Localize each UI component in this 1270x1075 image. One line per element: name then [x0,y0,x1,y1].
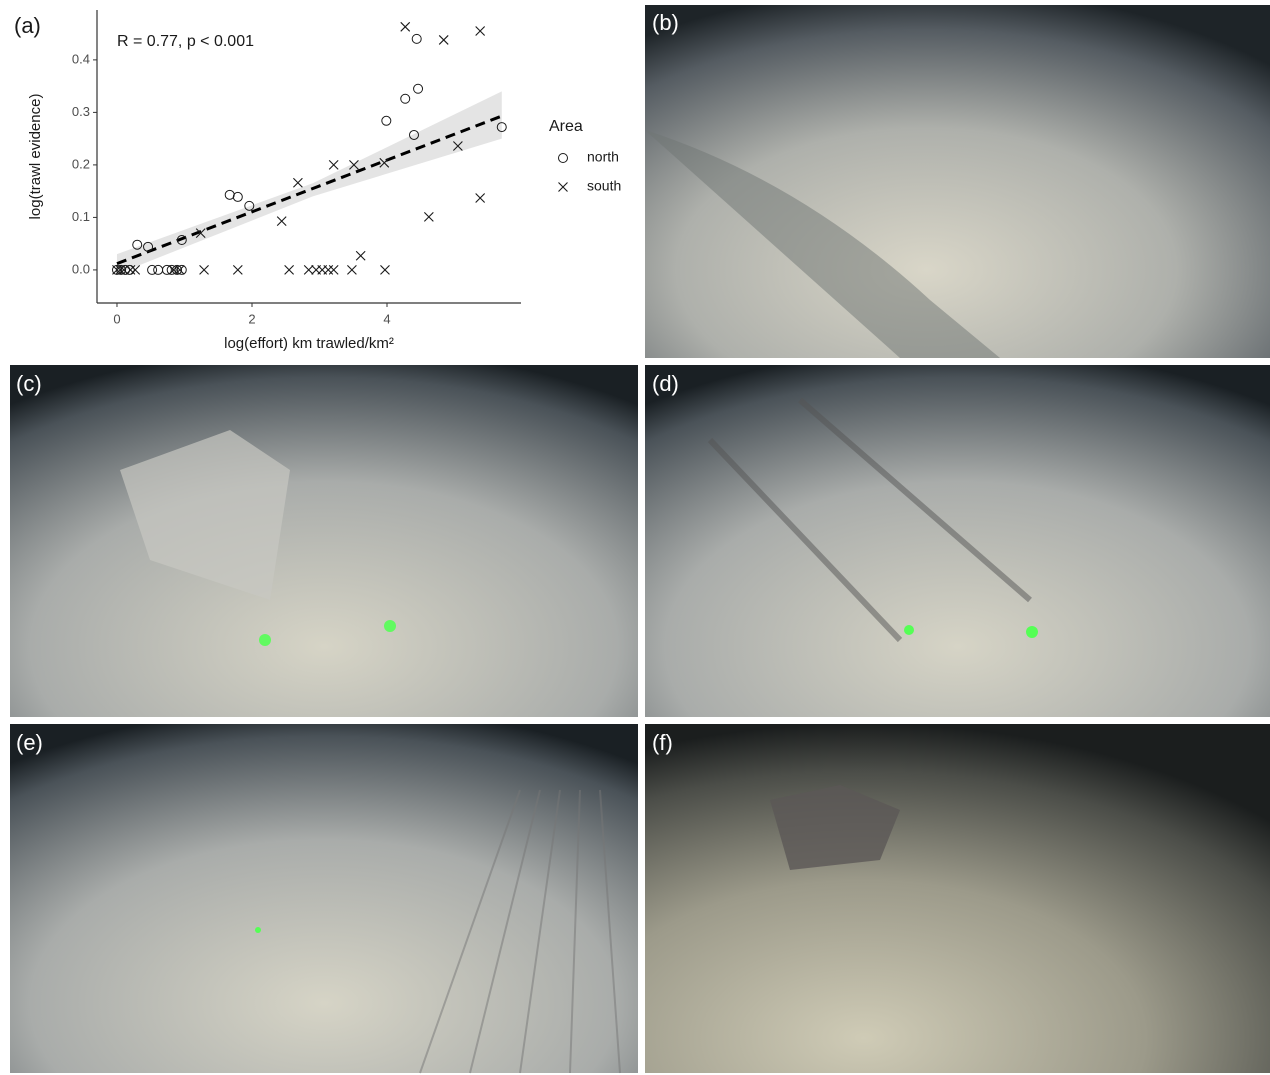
point [124,264,135,275]
point [176,264,187,275]
legend-marker [558,153,568,163]
y-axis-title: log(trawl evidence) [27,94,44,220]
y-tick-label: 0.3 [72,104,90,119]
point [232,191,243,202]
trend-line [116,114,503,266]
point [244,200,255,211]
x-axis-title: log(effort) km trawled/km² [224,335,394,352]
point [355,250,366,261]
photo-c [10,365,638,717]
point [284,265,295,275]
point [161,264,172,275]
point [323,265,334,275]
legend-marker [558,182,568,192]
point [413,83,424,94]
panel-label: (b) [652,10,679,35]
x-tick-label: 4 [383,311,390,326]
y-tick-label: 0.0 [72,261,90,276]
photo-e [10,724,638,1074]
point [409,129,420,140]
point [452,141,463,151]
point [125,265,136,275]
photo-d [645,365,1270,717]
point [115,265,126,275]
point [195,228,206,239]
point [381,115,392,126]
panel-label: (f) [652,730,673,755]
point [303,265,314,275]
point [111,264,122,275]
point [147,264,158,275]
point [475,26,486,36]
point [328,160,339,170]
annotation: R = 0.77, p < 0.001 [117,33,254,50]
point [423,211,434,222]
legend-title: Area [549,118,583,135]
point [130,265,141,275]
point [328,265,339,275]
point [166,264,177,275]
point [172,264,183,275]
point [349,160,359,170]
point [496,122,507,133]
point [347,265,357,275]
point [224,189,235,200]
point [380,265,390,275]
x-tick-label: 2 [248,311,255,326]
photo-f [645,724,1270,1073]
point [475,193,486,203]
point [293,177,303,188]
point [199,265,209,275]
legend-label: north [587,149,619,165]
point [232,265,243,275]
point [411,33,422,44]
legend-label: south [587,178,621,194]
panel-label: (c) [16,371,42,396]
y-tick-label: 0.4 [72,51,90,66]
point [132,239,143,250]
point [400,21,411,32]
point [176,234,187,245]
point [143,241,154,252]
y-tick-label: 0.2 [72,156,90,171]
confidence-band [116,91,502,275]
point [438,35,449,45]
point [153,264,164,275]
panel-label: (d) [652,371,679,396]
y-tick-label: 0.1 [72,209,90,224]
panel-label: (a) [14,13,41,38]
point [276,216,287,226]
point [174,265,185,275]
panel-label: (e) [16,730,43,755]
point [400,93,411,104]
photo-b [645,5,1270,358]
x-tick-label: 0 [113,311,120,326]
point [379,157,390,168]
